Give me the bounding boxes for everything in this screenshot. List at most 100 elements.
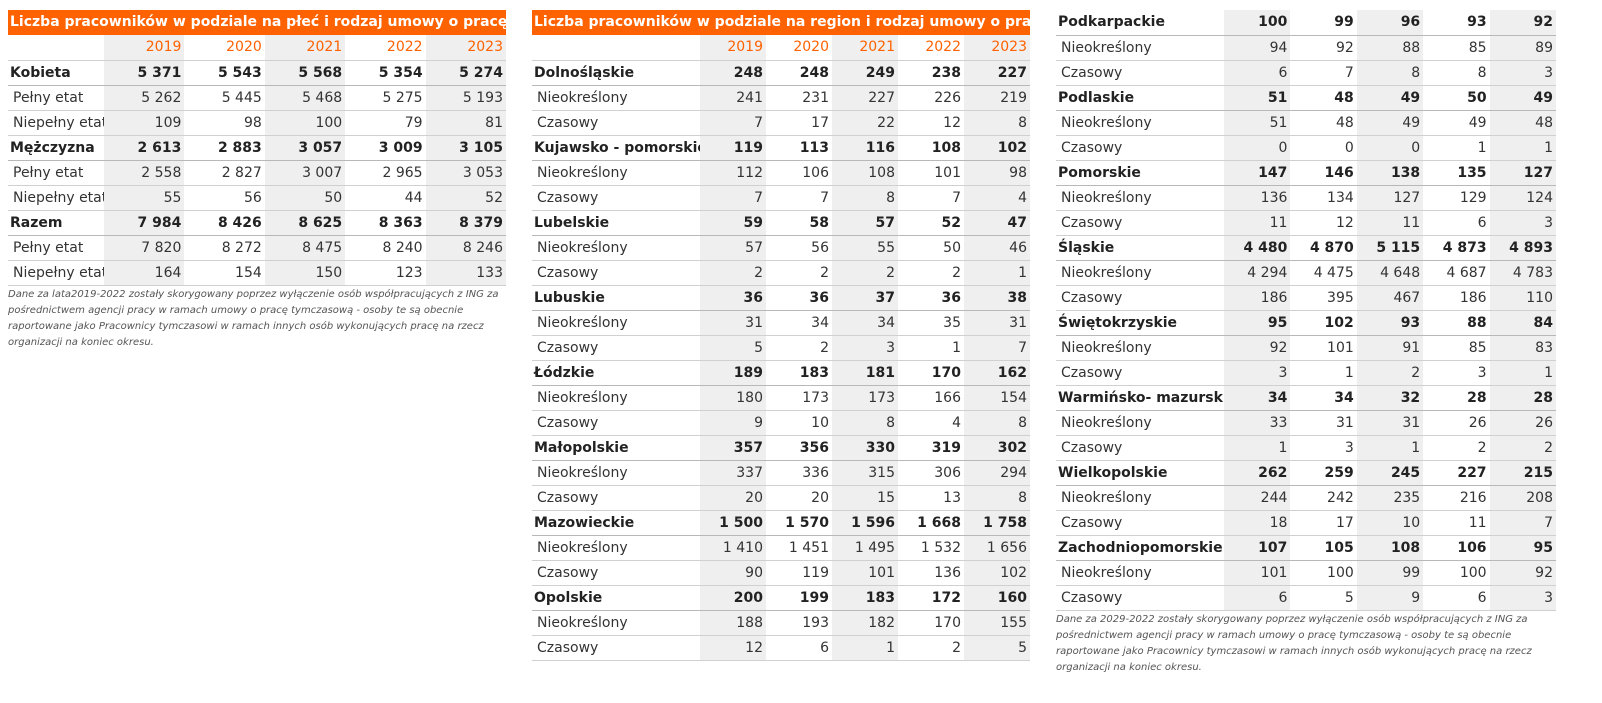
value-cell-2021: 249: [832, 60, 898, 86]
gender-table-body: Kobieta 5 371 5 543 5 568 5 354 5 274 Pełny et…: [8, 60, 506, 286]
value-cell-2022: 238: [898, 60, 964, 86]
value-cell-2019: 100: [1224, 10, 1291, 36]
value-cell-2021: 15: [832, 485, 898, 511]
group-row-lubuskie: Lubuskie 36 36 37 36 38: [532, 285, 1030, 311]
value-cell-2019: 18: [1224, 510, 1291, 536]
value-cell-2020: 6: [766, 635, 832, 661]
value-cell-2019: 189: [700, 360, 766, 386]
value-cell-2022: 52: [898, 210, 964, 236]
value-cell-2021: 100: [264, 110, 346, 136]
row-label: Czasowy: [532, 560, 700, 586]
value-cell-2019: 262: [1224, 460, 1291, 486]
value-cell-2019: 9: [700, 410, 766, 436]
value-cell-2023: 124: [1489, 185, 1556, 211]
value-cell-2022: 2 965: [345, 160, 426, 186]
value-cell-2022: 3: [1423, 360, 1490, 386]
value-cell-2019: 5: [700, 335, 766, 361]
value-cell-2021: 5 468: [264, 85, 346, 111]
value-cell-2019: 7 984: [104, 210, 185, 236]
value-cell-2022: 101: [898, 160, 964, 186]
value-cell-2022: 172: [898, 585, 964, 611]
row-label: Czasowy: [1056, 285, 1224, 311]
value-cell-2020: 259: [1290, 460, 1357, 486]
row-label: Nieokreślony: [1056, 35, 1224, 61]
value-cell-2019: 55: [104, 185, 185, 211]
value-cell-2019: 20: [700, 485, 766, 511]
value-cell-2020: 7: [1290, 60, 1357, 86]
value-cell-2022: 3 009: [345, 135, 426, 161]
value-cell-2019: 1 500: [700, 510, 766, 536]
value-cell-2021: 3 057: [264, 135, 346, 161]
value-cell-2023: 3 053: [425, 160, 506, 186]
region-table-continued-body: Podkarpackie 100 99 96 93 92 Nieokreślony 94 92 8…: [1056, 10, 1556, 611]
value-cell-2022: 123: [345, 260, 426, 286]
value-cell-2023: 2: [1489, 435, 1556, 461]
value-cell-2022: 1 532: [898, 535, 964, 561]
value-cell-2022: 26: [1423, 410, 1490, 436]
row-label: Nieokreślony: [1056, 110, 1224, 136]
value-cell-2023: 1: [964, 260, 1030, 286]
value-cell-2022: 136: [898, 560, 964, 586]
value-cell-2023: 4 783: [1489, 260, 1556, 286]
detail-row-czasowy: Czasowy 186 395 467 186 110: [1056, 285, 1556, 311]
value-cell-2019: 2 558: [104, 160, 185, 186]
value-cell-2020: 48: [1290, 85, 1357, 111]
value-cell-2020: 98: [184, 110, 265, 136]
year-header-row: 2019 2020 2021 2022 2023: [8, 35, 506, 61]
value-cell-2023: 5 193: [425, 85, 506, 111]
value-cell-2019: 92: [1224, 335, 1291, 361]
value-cell-2022: 1: [898, 335, 964, 361]
row-label: Pełny etat: [8, 235, 104, 261]
row-label: Nieokreślony: [1056, 410, 1224, 436]
value-cell-2021: 49: [1356, 85, 1424, 111]
header-blank-cell: [532, 35, 700, 61]
row-label: Podkarpackie: [1056, 10, 1224, 36]
value-cell-2021: 50: [264, 185, 346, 211]
value-cell-2019: 1 410: [700, 535, 766, 561]
value-cell-2020: 3: [1290, 435, 1357, 461]
value-cell-2021: 91: [1356, 335, 1424, 361]
detail-row-pelny-etat: Pełny etat 2 558 2 827 3 007 2 965 3 053: [8, 160, 506, 186]
detail-row-pelny-etat: Pełny etat 5 262 5 445 5 468 5 275 5 193: [8, 85, 506, 111]
value-cell-2019: 164: [104, 260, 185, 286]
value-cell-2023: 38: [964, 285, 1030, 311]
value-cell-2023: 28: [1489, 385, 1556, 411]
value-cell-2023: 84: [1489, 310, 1556, 336]
value-cell-2023: 155: [964, 610, 1030, 636]
value-cell-2021: 138: [1356, 160, 1424, 186]
year-header: 2021: [264, 35, 346, 61]
value-cell-2021: 1: [832, 635, 898, 661]
year-header-row: 2019 2020 2021 2022 2023: [532, 35, 1030, 61]
row-label: Pełny etat: [8, 160, 104, 186]
row-label: Niepełny etat: [8, 260, 104, 286]
detail-row-niepelny-etat: Niepełny etat 164 154 150 123 133: [8, 260, 506, 286]
detail-row-nieokreslony: Nieokreślony 244 242 235 216 208: [1056, 485, 1556, 511]
detail-row-niepelny-etat: Niepełny etat 109 98 100 79 81: [8, 110, 506, 136]
value-cell-2023: 98: [964, 160, 1030, 186]
value-cell-2021: 315: [832, 460, 898, 486]
value-cell-2021: 31: [1356, 410, 1424, 436]
value-cell-2021: 34: [832, 310, 898, 336]
detail-row-nieokreslony: Nieokreślony 136 134 127 129 124: [1056, 185, 1556, 211]
row-label: Małopolskie: [532, 435, 700, 461]
value-cell-2022: 166: [898, 385, 964, 411]
row-label: Nieokreślony: [1056, 260, 1224, 286]
region-contract-table-continued: Podkarpackie 100 99 96 93 92 Nieokreślony 94 92 8…: [1056, 10, 1556, 611]
value-cell-2020: 154: [184, 260, 265, 286]
value-cell-2023: 227: [964, 60, 1030, 86]
value-cell-2023: 8: [964, 485, 1030, 511]
value-cell-2021: 183: [832, 585, 898, 611]
row-label: Czasowy: [1056, 585, 1224, 611]
value-cell-2021: 1: [1356, 435, 1424, 461]
year-header: 2019: [700, 35, 766, 61]
year-header: 2022: [898, 35, 964, 61]
value-cell-2020: 20: [766, 485, 832, 511]
value-cell-2021: 8 475: [264, 235, 346, 261]
detail-row-nieokreslony: Nieokreślony 337 336 315 306 294: [532, 460, 1030, 486]
value-cell-2023: 160: [964, 585, 1030, 611]
value-cell-2021: 8 625: [264, 210, 346, 236]
detail-row-nieokreslony: Nieokreślony 31 34 34 35 31: [532, 310, 1030, 336]
group-row-kobieta: Kobieta 5 371 5 543 5 568 5 354 5 274: [8, 60, 506, 86]
detail-row-czasowy: Czasowy 6 5 9 6 3: [1056, 585, 1556, 611]
value-cell-2019: 34: [1224, 385, 1291, 411]
